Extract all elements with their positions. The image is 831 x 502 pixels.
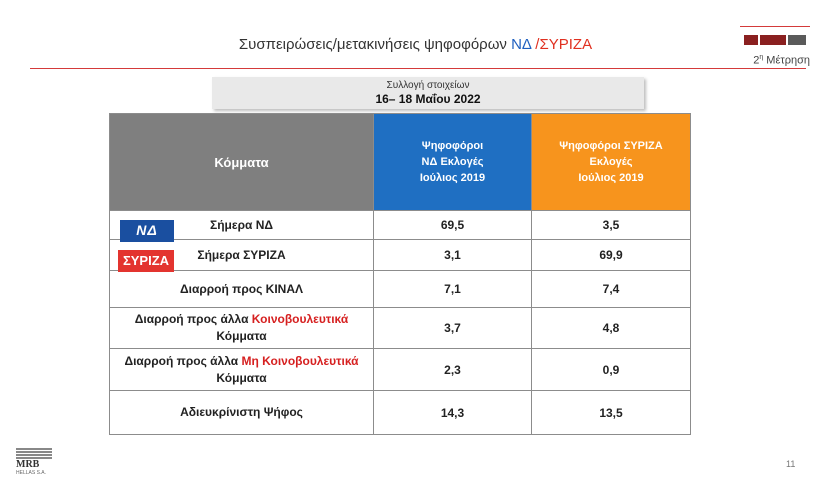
row-label: Διαρροή προς άλλα Κοινοβουλευτικά Κόμματ… [109, 307, 374, 349]
table-row: ΝΔ Σήμερα ΝΔ 69,5 3,5 [109, 210, 691, 242]
data-collection-label: Συλλογή στοιχείων [386, 80, 470, 91]
value-nd: 7,1 [373, 270, 532, 308]
title-divider [30, 68, 806, 69]
header-nd-voters: Ψηφοφόροι ΝΔ Εκλογές Ιούλιος 2019 [373, 113, 532, 211]
row-label: Σήμερα ΝΔ [210, 217, 273, 232]
value-syriza: 0,9 [531, 348, 691, 391]
pollster-logo [744, 35, 806, 45]
table-row: Διαρροή προς άλλα Κοινοβουλευτικά Κόμματ… [109, 307, 691, 349]
value-syriza: 7,4 [531, 270, 691, 308]
title-syriza: ΣΥΡΙΖΑ [539, 36, 593, 53]
page-title: Συσπειρώσεις/μετακινήσεις ψηφοφόρων ΝΔ /… [238, 36, 593, 53]
row-label: Αδιευκρίνιστη Ψήφος [109, 390, 374, 435]
measurement-label: 2η Μέτρηση [753, 54, 810, 67]
table-row: ΣΥΡΙΖΑ Σήμερα ΣΥΡΙΖΑ 3,1 69,9 [109, 239, 691, 272]
row-label: Σήμερα ΣΥΡΙΖΑ [197, 247, 286, 262]
data-collection-dates: 16– 18 Μαΐου 2022 [375, 92, 481, 106]
header-syriza-voters: Ψηφοφόροι ΣΥΡΙΖΑ Εκλογές Ιούλιος 2019 [531, 113, 691, 211]
title-sep: / [531, 36, 540, 53]
value-nd: 3,7 [373, 307, 532, 349]
vote-flow-table: Κόμματα Ψηφοφόροι ΝΔ Εκλογές Ιούλιος 201… [109, 113, 691, 435]
value-syriza: 4,8 [531, 307, 691, 349]
data-collection-box: Συλλογή στοιχείων 16– 18 Μαΐου 2022 [212, 77, 644, 109]
header-parties: Κόμματα [109, 113, 374, 211]
row-label: Διαρροή προς άλλα Μη Κοινοβουλευτικά Κόμ… [109, 348, 374, 391]
value-nd: 2,3 [373, 348, 532, 391]
table-row: Αδιευκρίνιστη Ψήφος 14,3 13,5 [109, 390, 691, 435]
value-nd: 69,5 [373, 210, 532, 240]
row-label: Διαρροή προς ΚΙΝΑΛ [109, 270, 374, 308]
corner-divider [740, 26, 810, 27]
nd-party-logo: ΝΔ [120, 219, 174, 242]
value-syriza: 3,5 [531, 210, 691, 240]
value-syriza: 69,9 [531, 239, 691, 271]
page-number: 11 [786, 459, 796, 469]
table-row: Διαρροή προς άλλα Μη Κοινοβουλευτικά Κόμ… [109, 348, 691, 391]
value-nd: 14,3 [373, 390, 532, 435]
value-syriza: 13,5 [531, 390, 691, 435]
syriza-party-logo: ΣΥΡΙΖΑ [118, 249, 174, 272]
table-row: Διαρροή προς ΚΙΝΑΛ 7,1 7,4 [109, 270, 691, 308]
value-nd: 3,1 [373, 239, 532, 271]
mrb-logo: MRB HELLAS S.A. [16, 448, 52, 476]
title-nd: ΝΔ [511, 36, 532, 53]
